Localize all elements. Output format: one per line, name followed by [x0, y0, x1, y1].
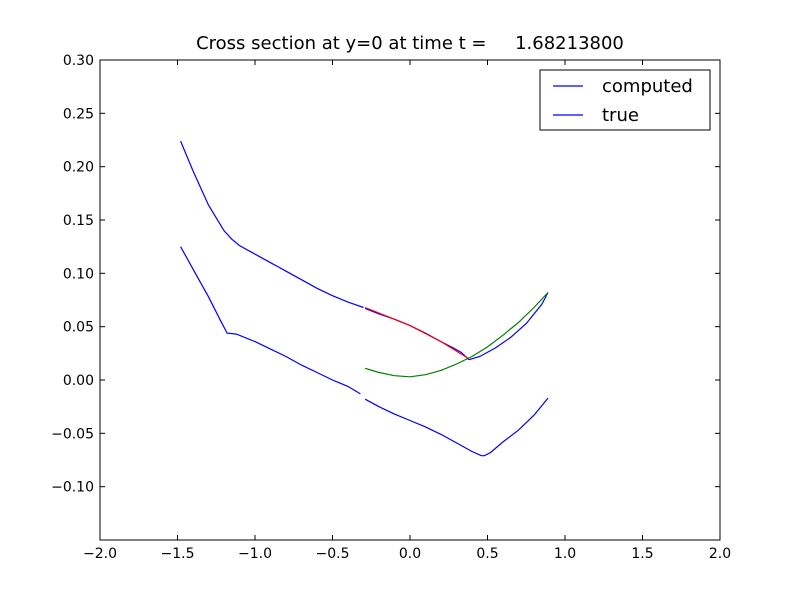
chart-title: Cross section at y=0 at time t = 1.68213… — [196, 33, 624, 54]
series-curve-2-segment-0 — [364, 306, 470, 360]
x-tick-label: 2.0 — [709, 546, 731, 562]
x-tick-label: 0.0 — [399, 546, 421, 562]
x-tick-label: −1.0 — [238, 546, 272, 562]
legend-box — [539, 69, 711, 131]
plot-area-frame — [99, 59, 721, 541]
y-tick-label: 0.20 — [63, 160, 94, 176]
y-tick-label: 0.05 — [63, 320, 94, 336]
legend: computed true — [539, 69, 711, 131]
legend-label-computed: computed — [602, 76, 693, 97]
series-computed-segment-2 — [468, 292, 549, 361]
x-tick-label: 0.5 — [476, 546, 498, 562]
series-layer — [180, 140, 549, 457]
legend-label-true: true — [602, 105, 639, 126]
series-true-segment-1 — [364, 397, 549, 457]
series-computed-segment-0 — [180, 140, 364, 309]
x-tick-label: −0.5 — [316, 546, 350, 562]
y-tick-label: 0.25 — [63, 106, 94, 122]
series-curve-3-segment-0 — [364, 292, 549, 378]
y-tick-label: 0.00 — [63, 373, 94, 389]
x-tick-label: 1.5 — [631, 546, 653, 562]
y-tick-label: 0.10 — [63, 266, 94, 282]
series-true-segment-0 — [180, 246, 361, 395]
x-tick-label: −2.0 — [83, 546, 117, 562]
y-tick-label: 0.30 — [63, 53, 94, 69]
y-tick-label: −0.10 — [51, 480, 94, 496]
axis-tick-labels: −2.0 −1.5 −1.0 −0.5 0.0 0.5 1.0 1.5 2.0 0.30 0.25 0… — [51, 53, 731, 562]
y-tick-label: −0.05 — [51, 426, 94, 442]
x-tick-label: −1.5 — [161, 546, 195, 562]
x-tick-label: 1.0 — [554, 546, 576, 562]
y-tick-label: 0.15 — [63, 213, 94, 229]
